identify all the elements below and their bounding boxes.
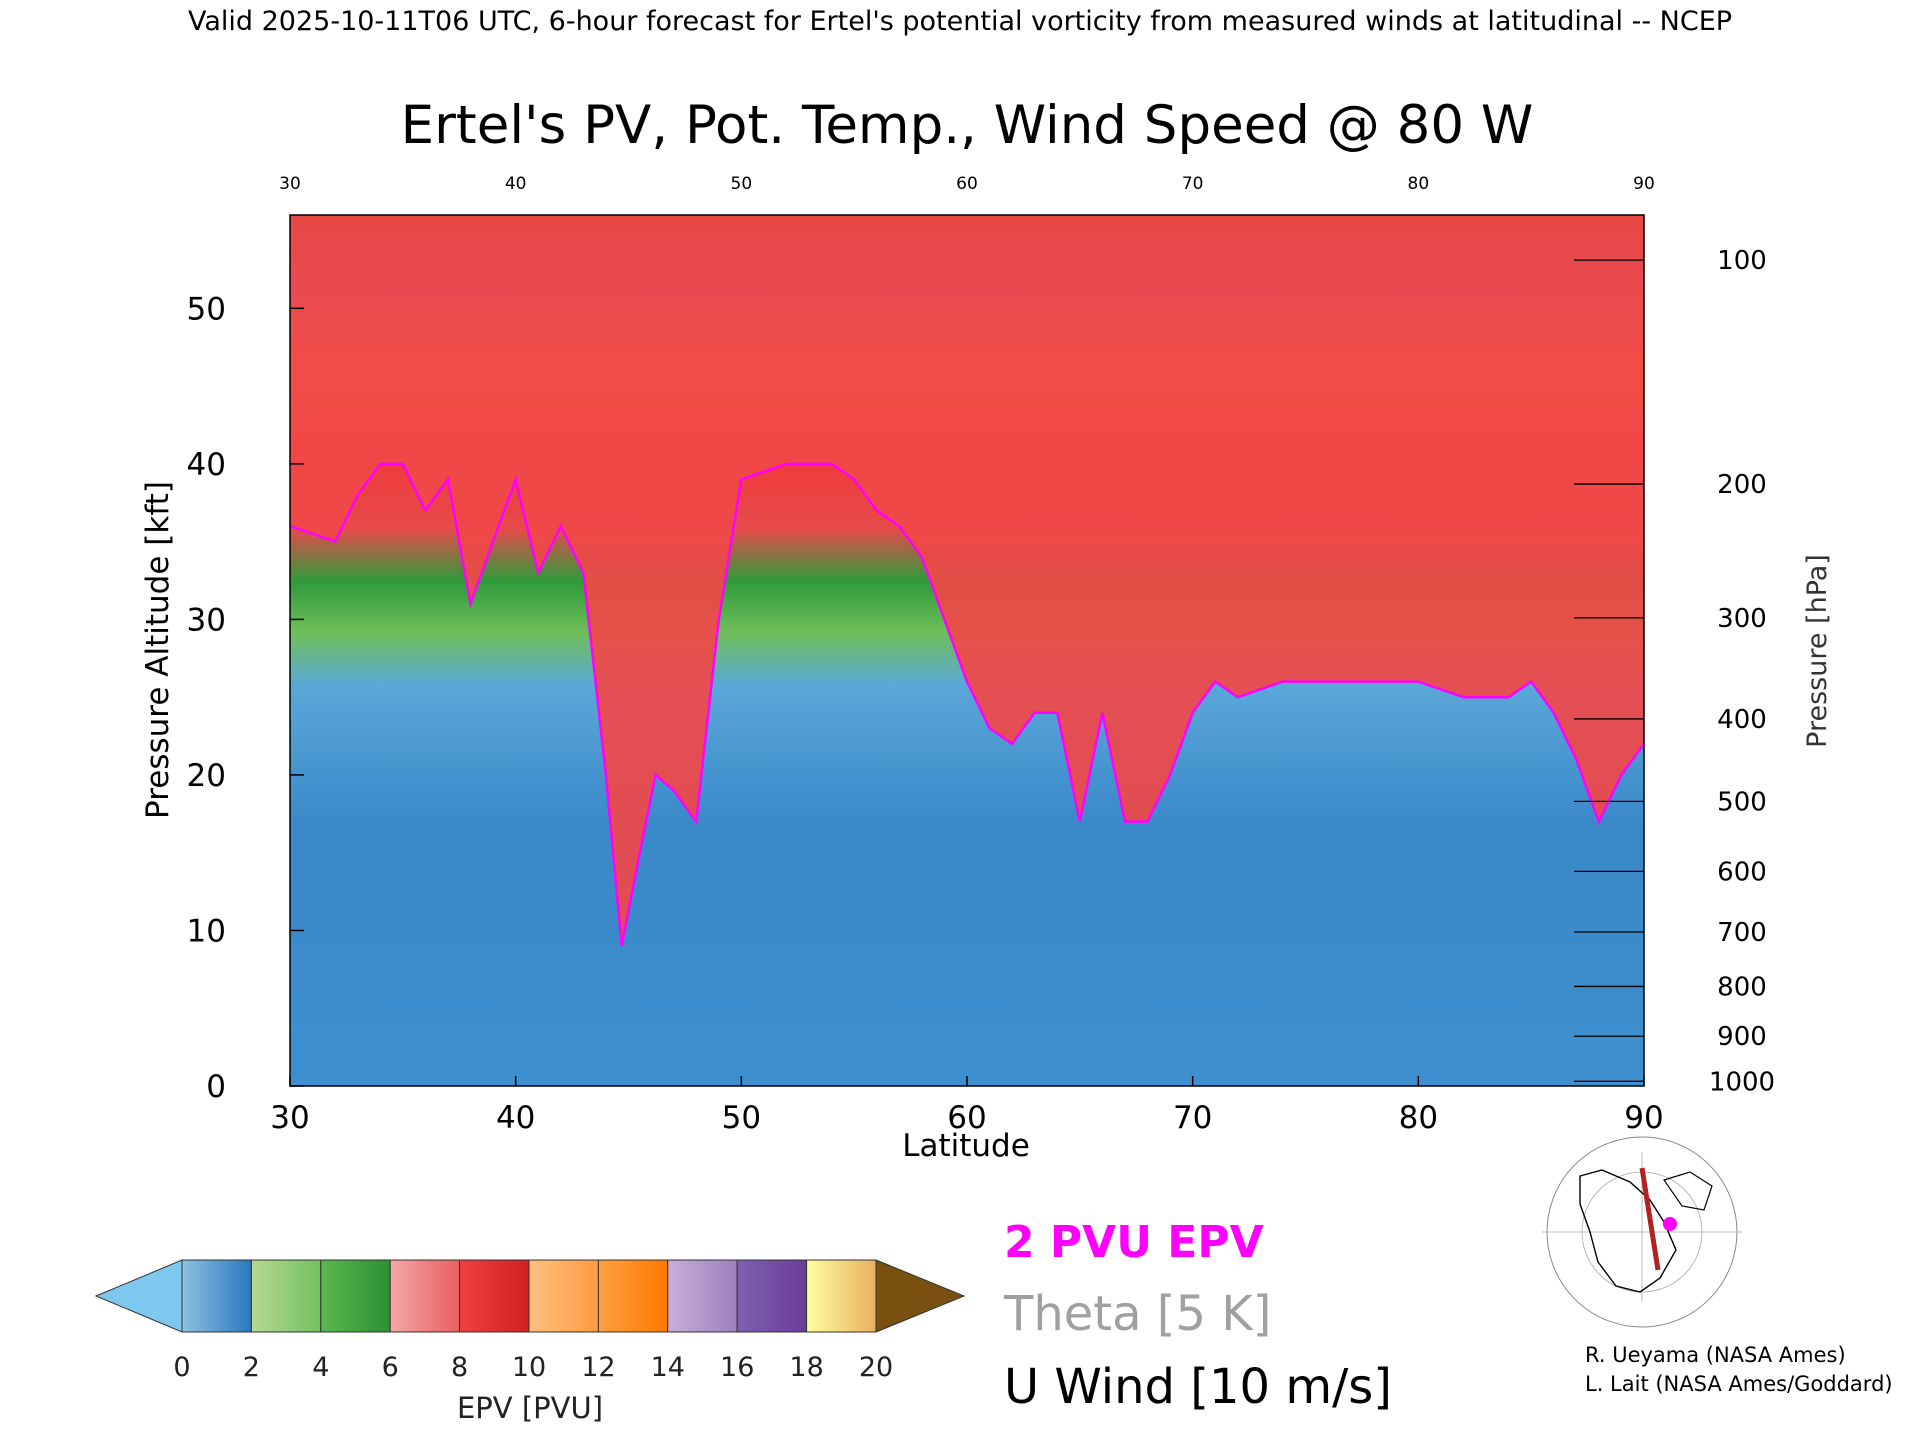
top-tick-label: 80 xyxy=(1408,174,1430,194)
colorbar-bin xyxy=(181,1259,252,1333)
colorbar-tick-label: 20 xyxy=(859,1352,893,1383)
colorbar-bin xyxy=(667,1259,738,1333)
colorbar-tick-label: 14 xyxy=(651,1352,685,1383)
cross-section-line xyxy=(1639,1167,1661,1271)
chart-title: Ertel's PV, Pot. Temp., Wind Speed @ 80 … xyxy=(401,95,1534,156)
legend-entry: 2 PVU EPV xyxy=(1004,1217,1264,1268)
x-tick-label: 70 xyxy=(1173,1100,1212,1136)
pressure-tick-label: 100 xyxy=(1717,246,1767,276)
colorbar-tick-label: 18 xyxy=(789,1352,823,1383)
colorbar-bin xyxy=(320,1259,391,1333)
colorbar-tick-label: 0 xyxy=(173,1352,190,1383)
y-axis-ticks: 0 10 20 30 40 50 xyxy=(187,291,304,1105)
credit-line-2: L. Lait (NASA Ames/Goddard) xyxy=(1585,1372,1893,1396)
header-text: Valid 2025-10-11T06 UTC, 6-hour forecast… xyxy=(188,6,1732,37)
x-tick-label: 60 xyxy=(947,1100,986,1136)
upper-pv-field xyxy=(290,215,1644,946)
pressure-tick-label: 700 xyxy=(1717,918,1767,948)
pressure-tick-label: 500 xyxy=(1717,787,1767,817)
x-tick-label: 50 xyxy=(722,1100,761,1136)
colorbar-bin xyxy=(389,1259,461,1333)
y-tick-label: 30 xyxy=(187,602,226,638)
colorbar-tick-label: 12 xyxy=(581,1352,615,1383)
top-tick-label: 90 xyxy=(1633,174,1655,194)
tropopause-2pvu-line xyxy=(290,462,1644,947)
colorbar-tick-label: 16 xyxy=(720,1352,754,1383)
pressure-tick-label: 800 xyxy=(1717,972,1767,1002)
x-tick-label: 90 xyxy=(1624,1100,1663,1136)
y-tick-label: 40 xyxy=(187,447,226,483)
colorbar-over-triangle xyxy=(875,1259,966,1333)
colorbar-tick-label: 4 xyxy=(312,1352,329,1383)
legend-entry: Theta [5 K] xyxy=(1003,1286,1272,1342)
inset-map xyxy=(1542,1136,1742,1328)
legend-entry: U Wind [10 m/s] xyxy=(1004,1359,1392,1415)
x-axis-ticks: 30 40 50 60 70 80 90 xyxy=(270,1076,1664,1136)
pressure-tick-label: 300 xyxy=(1717,604,1767,634)
location-marker xyxy=(1663,1217,1677,1231)
colorbar-bin xyxy=(250,1259,322,1333)
colorbar-under-triangle xyxy=(94,1259,183,1333)
colorbar-bin xyxy=(806,1259,877,1333)
colorbar-tick-label: 8 xyxy=(451,1352,468,1383)
top-tick-label: 30 xyxy=(279,174,301,194)
y-tick-label: 50 xyxy=(187,291,226,327)
x-axis-label: Latitude xyxy=(902,1128,1030,1164)
pressure-tick-label: 600 xyxy=(1717,857,1767,887)
pressure-tick-label: 1000 xyxy=(1709,1067,1775,1097)
colorbar-bin xyxy=(459,1259,530,1333)
colorbar-tick-label: 6 xyxy=(382,1352,399,1383)
x-tick-label: 80 xyxy=(1399,1100,1438,1136)
y-axis-label: Pressure Altitude [kft] xyxy=(140,481,176,819)
top-tick-label: 60 xyxy=(956,174,978,194)
colorbar-tick-labels: 0 2 4 6 8 10 12 14 16 18 20 xyxy=(173,1352,893,1383)
top-tick-label: 70 xyxy=(1182,174,1204,194)
credit-line-1: R. Ueyama (NASA Ames) xyxy=(1585,1343,1846,1367)
top-tick-label: 50 xyxy=(731,174,753,194)
plot-area xyxy=(289,214,1645,1087)
x-tick-label: 40 xyxy=(496,1100,535,1136)
y-tick-label: 20 xyxy=(187,758,226,794)
colorbar-tick-label: 2 xyxy=(243,1352,260,1383)
colorbar-bin xyxy=(528,1259,599,1333)
colorbar-label: EPV [PVU] xyxy=(457,1391,603,1425)
y-tick-label: 0 xyxy=(206,1069,226,1105)
pressure-tick-label: 200 xyxy=(1717,470,1767,500)
colorbar-tick-label: 10 xyxy=(512,1352,546,1383)
y-tick-label: 10 xyxy=(187,913,226,949)
pressure-tick-label: 400 xyxy=(1717,705,1767,735)
colorbar-bin xyxy=(597,1259,669,1333)
pressure-axis-label: Pressure [hPa] xyxy=(1802,554,1833,748)
colorbar-bins xyxy=(181,1259,877,1333)
top-tick-label: 40 xyxy=(505,174,527,194)
top-axis-ticks: 30 40 50 60 70 80 90 xyxy=(279,174,1655,194)
colorbar-bin xyxy=(736,1259,808,1333)
pressure-tick-label: 900 xyxy=(1717,1022,1767,1052)
x-tick-label: 30 xyxy=(270,1100,309,1136)
pressure-axis-ticks: 100 200 300 400 500 600 700 800 900 1000 xyxy=(1574,246,1775,1097)
legend: 2 PVU EPV Theta [5 K] U Wind [10 m/s] xyxy=(1003,1217,1392,1415)
colorbar: 0 2 4 6 8 10 12 14 16 18 20 EPV [PVU] xyxy=(94,1259,966,1425)
